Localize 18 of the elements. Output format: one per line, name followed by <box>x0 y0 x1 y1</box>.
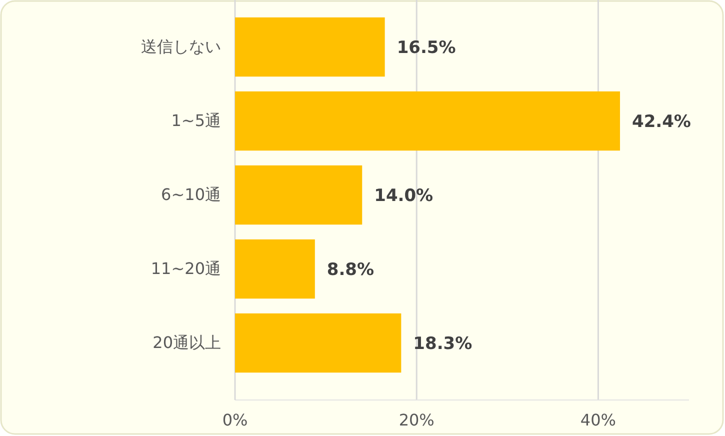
y-tick-label: 6~10通 <box>161 185 221 204</box>
y-tick-label: 11~20通 <box>150 259 221 278</box>
x-tick-label: 40% <box>580 410 616 430</box>
y-tick-label: 1~5通 <box>171 111 221 130</box>
data-label: 42.4% <box>632 112 691 132</box>
bar <box>235 17 385 77</box>
x-tick-label: 0% <box>222 410 248 430</box>
bar <box>235 165 362 225</box>
bar <box>235 313 402 373</box>
data-label: 8.8% <box>326 260 374 280</box>
x-tick-label: 20% <box>398 410 434 430</box>
y-tick-label: 送信しない <box>141 37 221 56</box>
data-label: 16.5% <box>396 38 456 58</box>
y-tick-label: 20通以上 <box>152 333 221 352</box>
bar <box>235 239 315 299</box>
bar <box>235 91 620 151</box>
data-label: 18.3% <box>413 334 472 354</box>
data-label: 14.0% <box>374 186 434 206</box>
